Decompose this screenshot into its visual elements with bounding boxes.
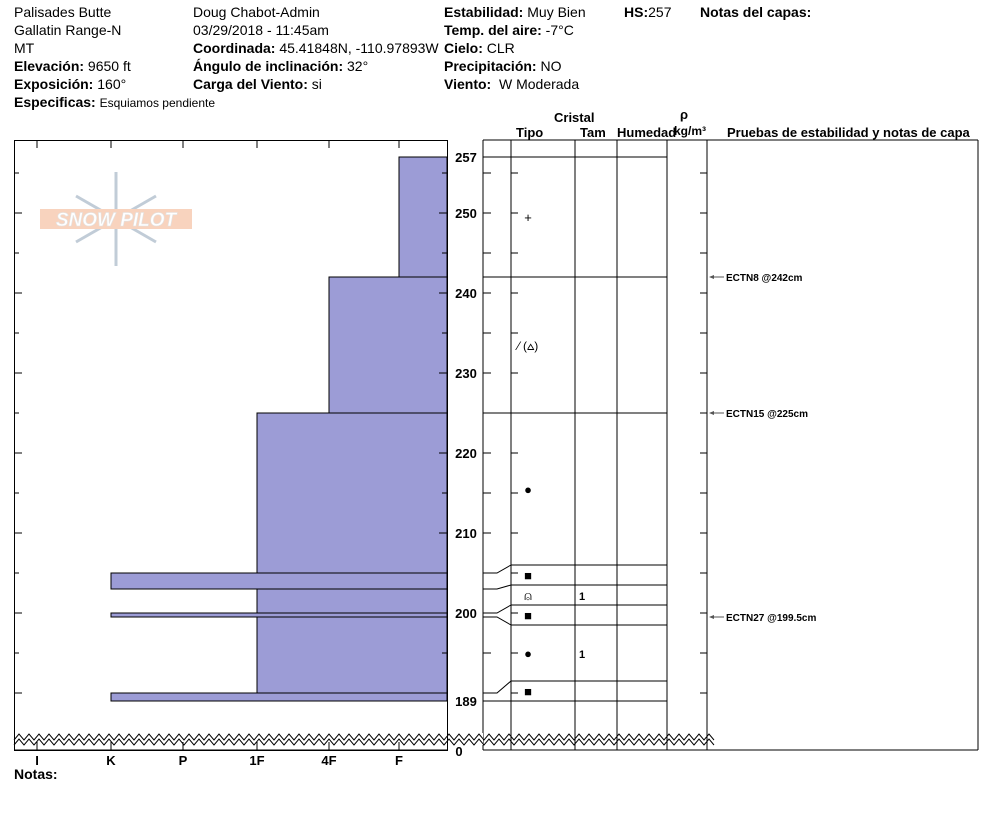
hardness-layer	[256, 588, 448, 614]
hardness-layer	[256, 412, 448, 574]
depth-label: 240	[455, 286, 477, 301]
depth-label: 210	[455, 526, 477, 541]
layer-connector	[483, 564, 512, 574]
layer-notes-label: Notas del capas:	[700, 4, 812, 20]
header-density-unit: kg/m³	[674, 124, 707, 138]
hardness-label-P: P	[179, 753, 188, 768]
depth-label: 250	[455, 206, 477, 221]
stability-test: ECTN8 @242cm	[726, 273, 803, 284]
layer-connector	[483, 584, 512, 590]
location: Palisades Butte	[14, 4, 112, 20]
hardness-label-1F: 1F	[249, 753, 264, 768]
depth-label: 220	[455, 446, 477, 461]
slope-angle: Ángulo de inclinación: 32°	[193, 58, 369, 74]
notes-label: Notas:	[14, 766, 58, 782]
crystal-type: ■	[524, 568, 532, 583]
crystal-type: ■	[524, 684, 532, 699]
test-arrow-head	[709, 615, 714, 619]
aspect: Exposición: 160°	[14, 76, 127, 92]
hardness-layer	[256, 616, 448, 694]
hardness-layer	[328, 276, 448, 414]
crystal-size: 1	[579, 649, 585, 661]
hardness-label-I: I	[35, 753, 39, 768]
elevation: Elevación: 9650 ft	[14, 58, 131, 74]
stability: Estabilidad: Muy Bien	[444, 4, 586, 20]
header-cristal: Cristal	[554, 110, 595, 125]
crystal-type: ●	[524, 646, 532, 661]
wind: Viento: W Moderada	[444, 76, 580, 92]
header-rho: ρ	[680, 107, 689, 122]
header-humedad: Humedad	[617, 125, 677, 140]
datetime: 03/29/2018 - 11:45am	[193, 22, 329, 38]
hardness-layer	[110, 612, 448, 618]
specifics: Especificas: Esquiamos pendiente	[14, 94, 216, 110]
crystal-type: ●	[524, 482, 532, 497]
hardness-label-4F: 4F	[321, 753, 336, 768]
crystal-type: ■	[524, 608, 532, 623]
test-arrow-head	[709, 411, 714, 415]
crystal-type: +	[524, 210, 532, 225]
crystal-type: ⁄ (⩟)	[515, 339, 539, 353]
header-tipo: Tipo	[516, 125, 544, 140]
crystal-type: ⍝	[524, 588, 532, 603]
depth-label-zero: 0	[455, 744, 462, 759]
test-arrow-head	[709, 275, 714, 279]
axis-break-zigzag	[13, 738, 715, 746]
depth-label: 230	[455, 366, 477, 381]
precipitation: Precipitación: NO	[444, 58, 562, 74]
stability-test: ECTN27 @199.5cm	[726, 613, 816, 624]
wind-loading: Carga del Viento: si	[193, 76, 322, 92]
layer-connector	[483, 680, 512, 694]
hardness-layer	[110, 692, 448, 702]
header-tam: Tam	[580, 125, 606, 140]
crystal-size: 1	[579, 591, 585, 603]
stability-test: ECTN15 @225cm	[726, 409, 808, 420]
air-temp: Temp. del aire: -7°C	[444, 22, 574, 38]
layer-connector	[483, 604, 512, 614]
layer-connector	[483, 616, 512, 626]
state: MT	[14, 40, 35, 56]
hardness-layer	[110, 572, 448, 590]
axis-break-zigzag	[13, 733, 715, 741]
snowpilot-logo: SNOW PILOT	[40, 172, 192, 266]
range: Gallatin Range-N	[14, 22, 122, 38]
hardness-label-F: F	[395, 753, 403, 768]
depth-label: 200	[455, 606, 477, 621]
hardness-label-K: K	[106, 753, 116, 768]
depth-label: 189	[455, 694, 477, 709]
coordinates: Coordinada: 45.41848N, -110.97893W	[193, 40, 439, 56]
observer: Doug Chabot-Admin	[193, 4, 320, 20]
svg-text:SNOW PILOT: SNOW PILOT	[56, 210, 178, 231]
snow-height: HS:257	[624, 4, 672, 20]
depth-label: 257	[455, 150, 477, 165]
sky: Cielo: CLR	[444, 40, 515, 56]
header-tests: Pruebas de estabilidad y notas de capa	[727, 125, 970, 140]
hardness-layer	[398, 156, 448, 278]
